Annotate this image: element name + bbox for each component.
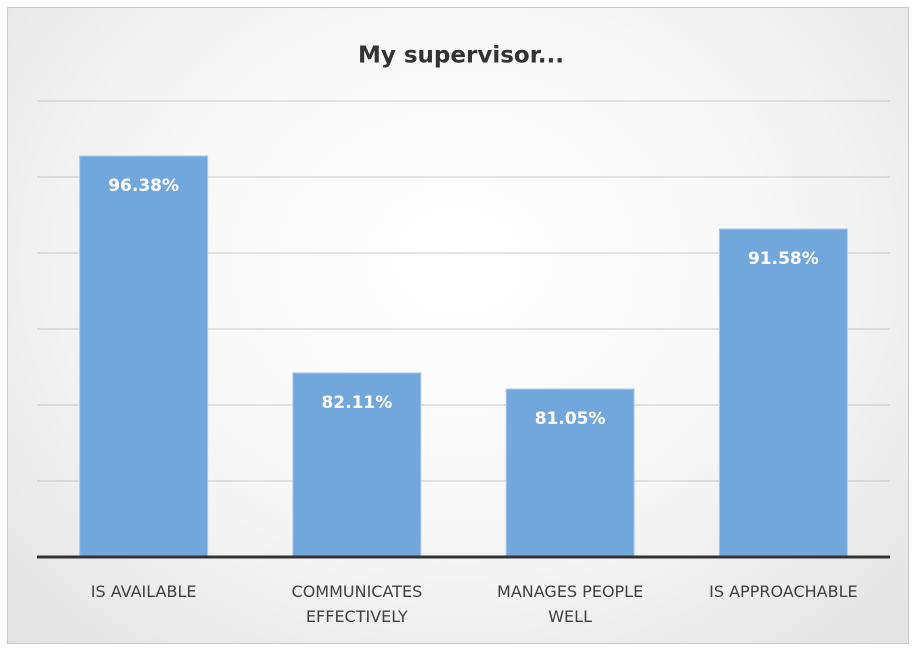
bar: [505, 388, 635, 558]
x-tick-label: MANAGES PEOPLE WELL: [497, 582, 644, 626]
chart-title: My supervisor...: [358, 43, 564, 69]
bar: [79, 155, 209, 558]
x-tick-label: COMMUNICATES EFFECTIVELY: [291, 582, 423, 626]
data-label: 81.05%: [535, 409, 606, 429]
data-label: 82.11%: [321, 393, 392, 413]
x-tick-label: IS APPROACHABLE: [709, 582, 858, 601]
bar: [292, 372, 422, 558]
x-tick-label: IS AVAILABLE: [90, 582, 197, 601]
bar: [718, 228, 848, 558]
data-label: 96.38%: [108, 176, 179, 196]
data-label: 91.58%: [748, 249, 819, 269]
